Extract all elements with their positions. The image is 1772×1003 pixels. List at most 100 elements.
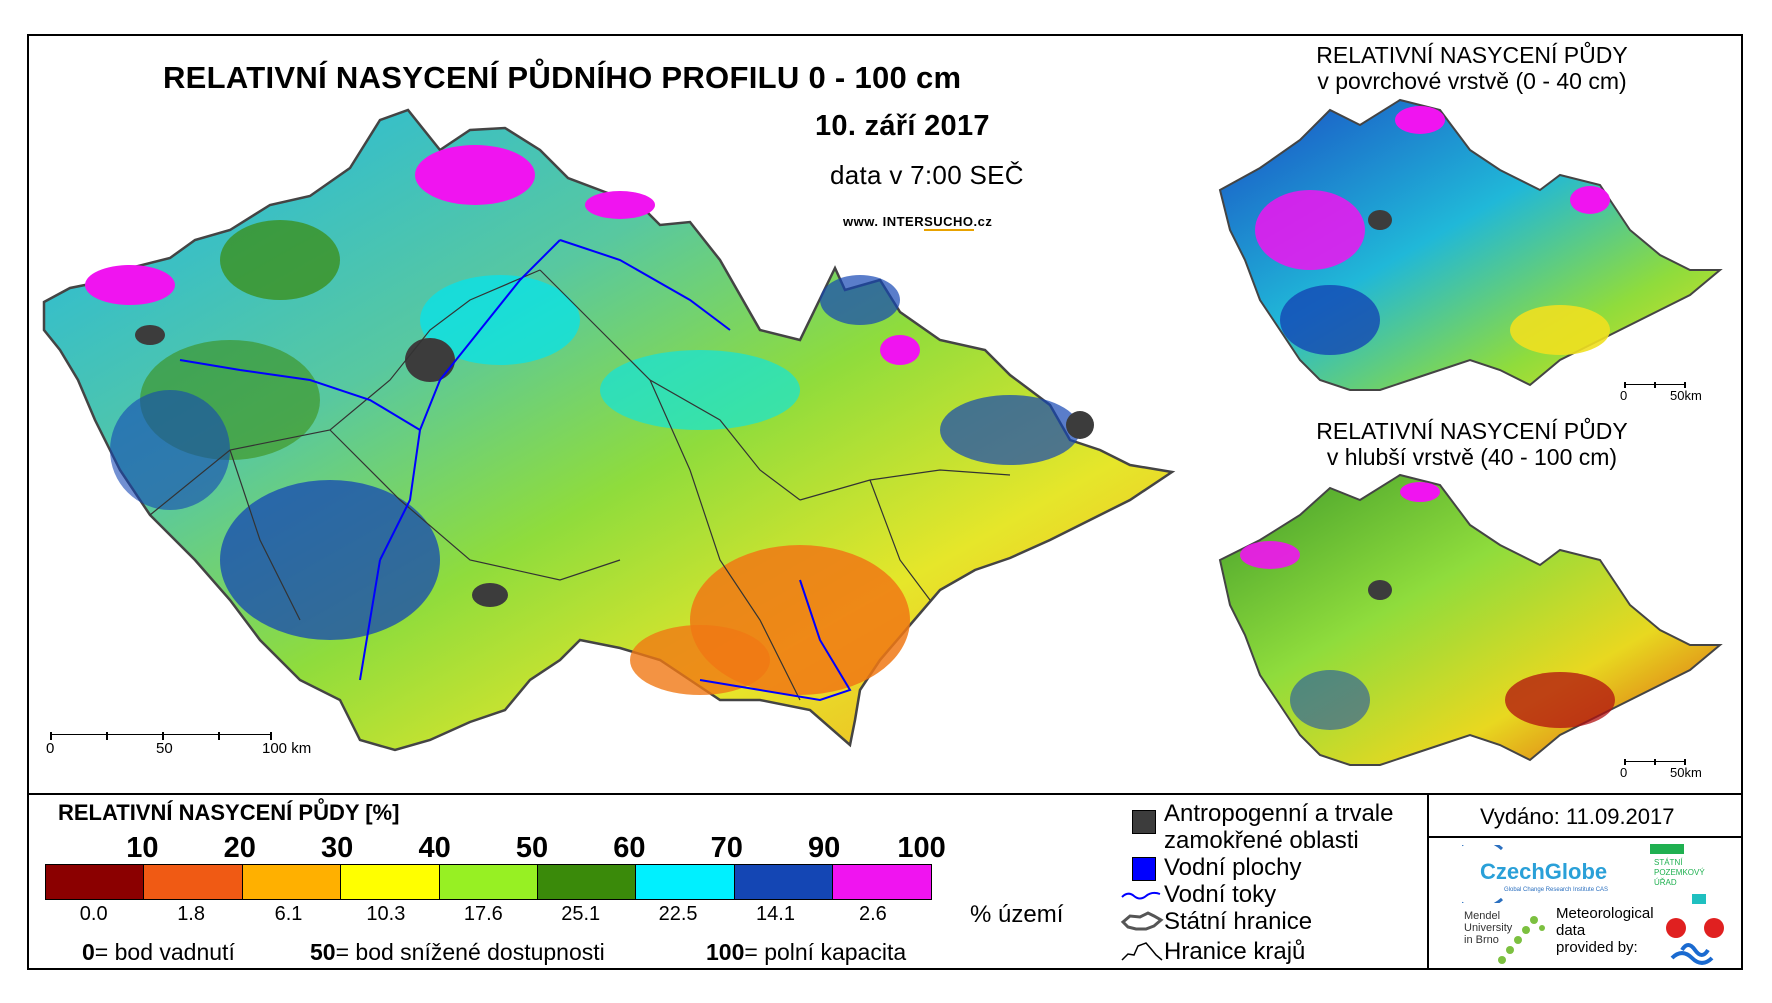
mendel-line1: Mendel (1464, 910, 1501, 922)
url-suffix: .cz (973, 214, 993, 229)
key-streams: Vodní toky (1120, 881, 1276, 909)
region-border-icon (1120, 938, 1164, 964)
czechglobe-subtitle: Global Change Research Institute CAS (1504, 887, 1609, 893)
czechglobe-logo[interactable]: CzechGlobe Global Change Research Instit… (1462, 845, 1622, 903)
url-highlight: SUCHO (924, 214, 974, 231)
inset-top-title: RELATIVNÍ NASYCENÍ PŮDY v povrchové vrst… (1262, 42, 1682, 94)
legend-swatch (242, 865, 342, 899)
legend-swatch (833, 865, 931, 899)
main-scale-bar: 0 50 100 km (42, 728, 342, 758)
scale-label-100: 100 km (262, 740, 312, 757)
map-frame (27, 34, 1743, 970)
key-water-bodies: Vodní plochy (1120, 854, 1301, 882)
legend-divider (27, 793, 1743, 795)
inset-top-scale-0: 0 (1620, 388, 1628, 403)
inset-top-title-line2: v povrchové vrstvě (0 - 40 cm) (1317, 68, 1627, 94)
inset-bottom-scale-50: 50km (1670, 765, 1702, 780)
meteo-line1: Meteorological (1556, 905, 1654, 922)
scale-label-50: 50 (156, 740, 173, 757)
note-50-text: = bod snížené dostupnosti (335, 939, 605, 965)
inset-bottom-title-line1: RELATIVNÍ NASYCENÍ PŮDY (1316, 418, 1628, 444)
meteo-line2: data (1556, 922, 1586, 939)
legend-area-percent: 17.6 (463, 903, 503, 925)
legend-title: RELATIVNÍ NASYCENÍ PŮDY [%] (58, 800, 400, 825)
legend-swatch (636, 865, 735, 899)
mendel-line3: in Brno (1464, 934, 1499, 946)
note-wilting-point: 0= bod vadnutí (82, 939, 235, 966)
water-body-swatch-icon (1120, 854, 1164, 881)
legend-break-label: 70 (710, 832, 743, 864)
anthropogenic-swatch-icon (1120, 800, 1164, 834)
note-100-num: 100 (706, 939, 745, 965)
spu-line2: POZEMKOVÝ (1654, 868, 1705, 877)
rivers (179, 239, 852, 702)
mendel-university-logo[interactable]: Mendel University in Brno (1464, 910, 1564, 970)
spu-line3: ÚŘAD (1654, 878, 1677, 887)
key-streams-label: Vodní toky (1164, 881, 1277, 908)
legend-swatch (537, 865, 637, 899)
key-anthropogenic-line1: Antropogenní a trvale (1164, 800, 1394, 827)
region-borders (149, 269, 1011, 701)
legend-break-label: 40 (418, 832, 451, 864)
spu-bar-icon (1650, 844, 1684, 854)
intersucho-url[interactable]: www. INTERSUCHO.cz (843, 214, 993, 231)
legend-swatch (46, 865, 145, 899)
legend-area-percent: 14.1 (756, 903, 795, 925)
note-field-capacity: 100= polní kapacita (706, 939, 906, 966)
issued-date: Vydáno: 11.09.2017 (1480, 804, 1675, 829)
legend-area-percent: 25.1 (561, 903, 601, 925)
legend-break-label: 50 (515, 832, 549, 864)
spu-line1: STÁTNÍ (1654, 858, 1683, 867)
note-0-text: = bod vadnutí (94, 939, 235, 965)
inset-bottom-title-line2: v hlubší vrstvě (40 - 100 cm) (1326, 444, 1618, 470)
note-reduced-availability: 50= bod snížené dostupnosti (310, 939, 605, 966)
inset-bottom-title: RELATIVNÍ NASYCENÍ PŮDY v hlubší vrstvě … (1262, 418, 1682, 470)
legend-break-label: 100 (897, 832, 946, 864)
legend-area-percent: 6.1 (274, 903, 303, 925)
meteorological-data-credit: Meteorological data provided by: (1556, 905, 1656, 965)
legend-area-unit: % území (970, 901, 1064, 928)
inset-bottom-shape (1218, 473, 1723, 766)
stream-line-icon (1120, 881, 1164, 907)
url-plain: INTER (882, 214, 925, 229)
spu-logo[interactable]: STÁTNÍ POZEMKOVÝ ÚŘAD (1650, 844, 1720, 904)
note-100-text: = polní kapacita (744, 939, 907, 965)
inset-top-scale-bar: 0 50km (1620, 380, 1740, 403)
key-state-border-label: Státní hranice (1164, 908, 1313, 935)
inset-top-title-line1: RELATIVNÍ NASYCENÍ PŮDY (1316, 42, 1628, 68)
legend-area-percent: 0.0 (79, 903, 108, 925)
legend-break-label: 20 (223, 832, 256, 864)
legend-area-percent: 22.5 (658, 903, 698, 925)
legend-swatch (734, 865, 834, 899)
legend-color-bar (45, 864, 932, 900)
legend-swatch (439, 865, 538, 899)
legend-break-label: 10 (126, 832, 159, 864)
inset-top-patches (1255, 106, 1610, 355)
key-region-border-label: Hranice krajů (1164, 938, 1306, 965)
main-map-title: RELATIVNÍ NASYCENÍ PŮDNÍHO PROFILU 0 - 1… (163, 60, 962, 95)
meteo-line3: provided by: (1556, 939, 1638, 956)
main-map-patches (85, 145, 1094, 695)
legend-area-percent: 2.6 (858, 903, 887, 925)
issued-divider (1427, 836, 1743, 838)
key-region-border: Hranice krajů (1120, 938, 1305, 966)
czechglobe-name: CzechGlobe (1480, 859, 1608, 884)
inset-top-scale-50: 50km (1670, 388, 1702, 403)
note-50-num: 50 (310, 939, 336, 965)
url-prefix: www. (843, 214, 879, 229)
state-border-icon (1120, 908, 1164, 934)
legend-swatch (341, 865, 440, 899)
inset-bottom-scale-0: 0 (1620, 765, 1628, 780)
inset-bottom-patches (1240, 482, 1615, 730)
note-0-num: 0 (82, 939, 95, 965)
key-anthropogenic: Antropogenní a trvale zamokřené oblasti (1120, 800, 1394, 854)
legend-break-label: 60 (613, 832, 646, 864)
mendel-dots-icon (1498, 916, 1545, 964)
key-state-border: Státní hranice (1120, 908, 1312, 936)
main-map-date: 10. září 2017 (815, 110, 990, 142)
inset-bottom-scale-bar: 0 50km (1620, 757, 1740, 780)
key-water-bodies-label: Vodní plochy (1164, 854, 1302, 881)
chmi-logo-icon[interactable] (1662, 910, 1732, 965)
legend-area-percent: 1.8 (177, 903, 205, 925)
